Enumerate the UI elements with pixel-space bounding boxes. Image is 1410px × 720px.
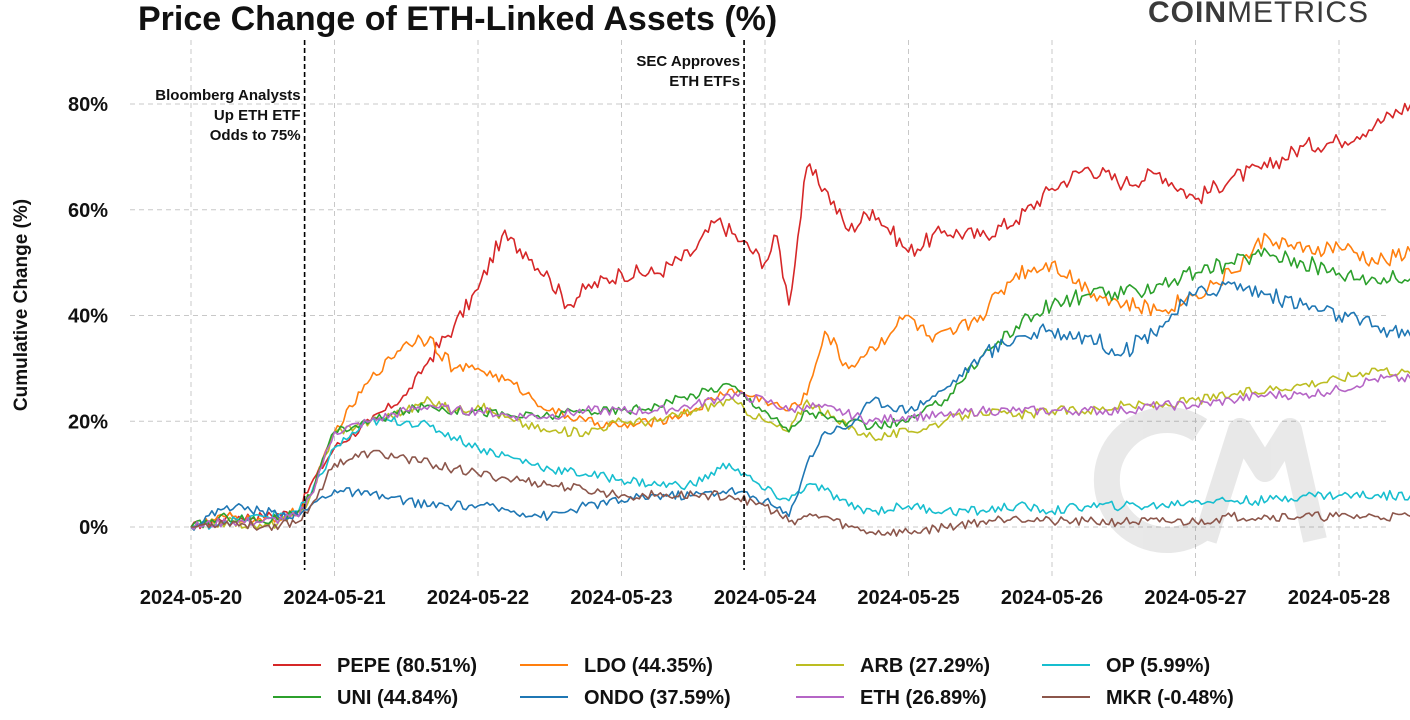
x-tick-label: 2024-05-25	[857, 587, 959, 609]
legend-item-arb: ARB (27.29%)	[860, 655, 990, 677]
y-tick-label: 60%	[68, 200, 108, 222]
series-line-ondo	[190, 281, 1410, 531]
watermark-c-shape	[1093, 407, 1208, 553]
event-annotation-text: Up ETH ETF	[214, 107, 301, 124]
series-lines	[190, 102, 1410, 537]
brand-logo-bold: COIN	[1148, 0, 1227, 29]
chart-title: Price Change of ETH-Linked Assets (%)	[138, 0, 777, 38]
legend-item-pepe: PEPE (80.51%)	[337, 655, 477, 677]
event-annotation-text: Odds to 75%	[210, 127, 301, 144]
series-line-ldo	[190, 232, 1410, 531]
event-annotations: Bloomberg Analysts Up ETH ETF Odds to 75% S…	[155, 40, 745, 570]
series-line-eth	[190, 373, 1410, 530]
y-tick-label: 40%	[68, 306, 108, 328]
y-tick-label: 80%	[68, 94, 108, 116]
y-axis-ticks: 0% 20% 40% 60% 80%	[68, 94, 108, 539]
watermark-logo	[1093, 407, 1327, 553]
event-annotation-text: Bloomberg Analysts	[155, 87, 300, 104]
x-tick-label: 2024-05-21	[283, 587, 385, 609]
series-line-arb	[190, 367, 1410, 530]
legend-item-ldo: LDO (44.35%)	[584, 655, 713, 677]
x-axis-ticks: 2024-05-20 2024-05-21 2024-05-22 2024-05-23…	[140, 587, 1390, 609]
legend-item-eth: ETH (26.89%)	[860, 687, 987, 709]
legend-item-mkr: MKR (-0.48%)	[1106, 687, 1234, 709]
y-tick-label: 0%	[79, 517, 108, 539]
y-tick-label: 20%	[68, 411, 108, 433]
legend: PEPE (80.51%) LDO (44.35%) ARB (27.29%) OP …	[273, 655, 1234, 709]
legend-item-op: OP (5.99%)	[1106, 655, 1210, 677]
legend-item-uni: UNI (44.84%)	[337, 687, 458, 709]
legend-item-ondo: ONDO (37.59%)	[584, 687, 731, 709]
x-tick-label: 2024-05-26	[1001, 587, 1103, 609]
x-tick-label: 2024-05-27	[1144, 587, 1246, 609]
series-line-op	[190, 416, 1410, 530]
event-annotation-text: ETH ETFs	[669, 73, 740, 90]
series-line-mkr	[191, 449, 1410, 537]
x-tick-label: 2024-05-28	[1288, 587, 1390, 609]
brand-logo-light: METRICS	[1227, 0, 1369, 29]
watermark-m-shape	[1193, 418, 1327, 544]
event-annotation-text: SEC Approves	[636, 53, 740, 70]
series-line-pepe	[190, 102, 1410, 530]
x-tick-label: 2024-05-20	[140, 587, 242, 609]
x-tick-label: 2024-05-22	[427, 587, 529, 609]
grid	[130, 40, 1390, 578]
y-axis-label: Cumulative Change (%)	[11, 199, 32, 411]
x-tick-label: 2024-05-24	[714, 587, 817, 609]
x-tick-label: 2024-05-23	[570, 587, 672, 609]
brand-logo: COINMETRICS	[1148, 0, 1369, 29]
